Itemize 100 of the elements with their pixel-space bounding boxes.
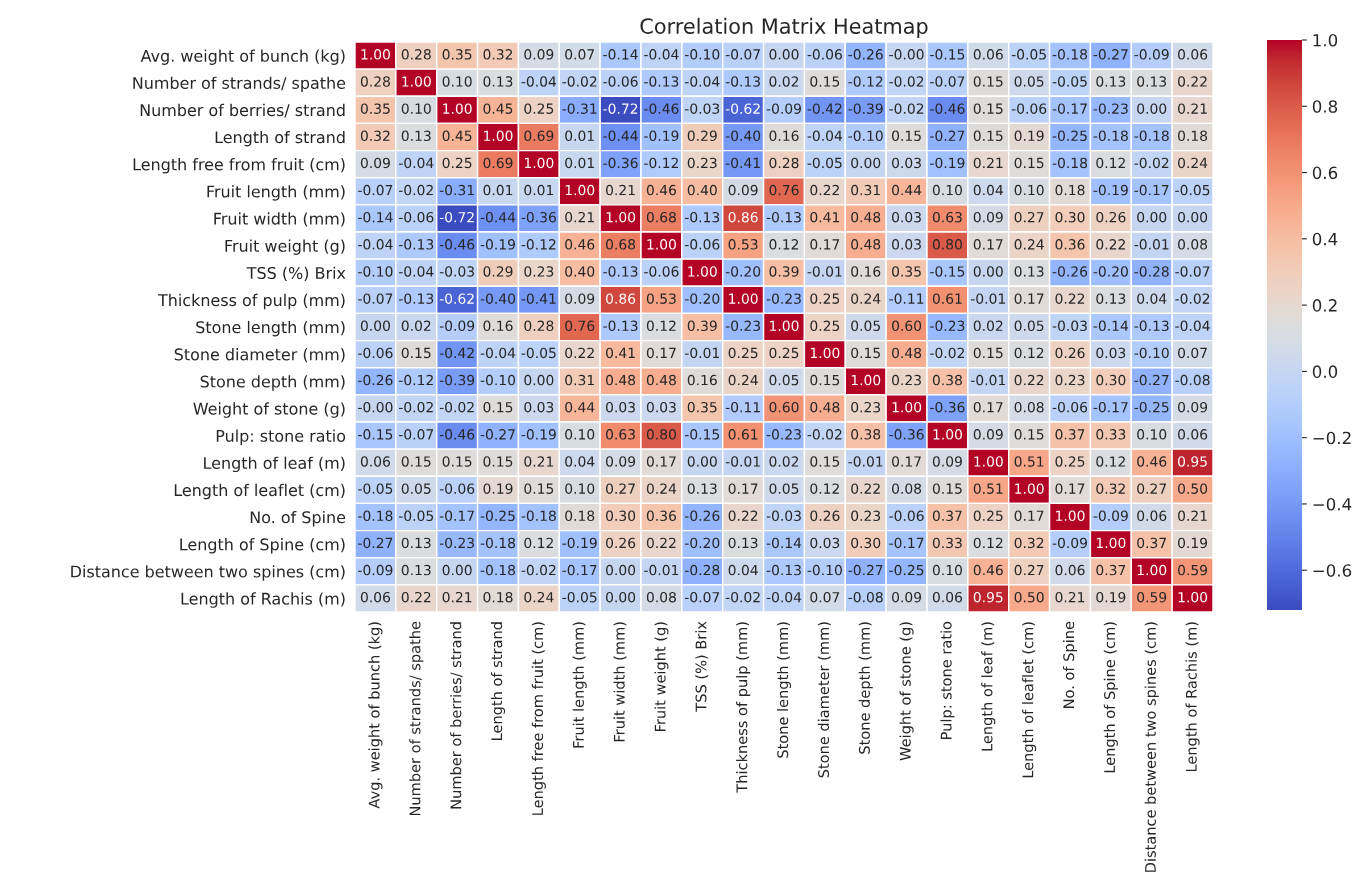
data-label: -0.25 (480, 510, 515, 522)
data-label: -0.07 (930, 76, 965, 87)
data-label: 0.25 (524, 103, 554, 114)
data-label: 0.12 (810, 483, 839, 494)
data-label: -0.18 (358, 510, 393, 522)
data-label: -0.42 (807, 103, 842, 114)
data-label: 0.15 (524, 483, 554, 494)
data-label: 0.09 (973, 211, 1003, 223)
data-label: 0.24 (1178, 157, 1208, 169)
data-label: 0.04 (973, 184, 1003, 196)
data-label: 0.26 (810, 510, 840, 522)
data-label: -0.39 (848, 103, 883, 114)
y-tick-label: Pulp: stone ratio (216, 429, 346, 445)
data-label: 0.44 (892, 184, 922, 196)
data-label: 0.35 (442, 49, 472, 60)
data-label: -0.18 (480, 537, 516, 549)
data-label: -0.17 (889, 537, 924, 549)
data-label: 0.32 (483, 49, 513, 60)
data-label: -0.44 (480, 211, 516, 223)
data-label: 0.03 (606, 401, 635, 413)
y-tick-label: Number of strands/ spathe (133, 76, 346, 93)
data-label: 0.28 (360, 76, 390, 87)
data-label: 0.22 (1055, 293, 1085, 304)
data-label: -0.02 (1175, 293, 1210, 304)
data-label: 0.03 (1096, 347, 1126, 359)
data-label: 0.76 (565, 320, 595, 332)
data-label: 0.08 (892, 483, 922, 494)
data-label: 0.06 (973, 49, 1003, 60)
data-label: -0.23 (725, 320, 760, 332)
data-label: 0.10 (401, 103, 431, 114)
data-label: 0.36 (646, 510, 677, 522)
data-label: 0.15 (401, 347, 431, 359)
data-label: -0.17 (562, 564, 597, 576)
y-tick-label: Number of berries/ strand (140, 103, 345, 118)
data-label: 0.86 (728, 211, 758, 223)
y-tick-label: Stone depth (mm) (200, 375, 345, 391)
data-label: 0.21 (973, 157, 1003, 169)
data-label: 0.22 (565, 347, 594, 359)
data-label: 0.06 (1137, 510, 1167, 522)
data-label: -0.12 (399, 374, 433, 386)
data-label: -0.09 (1052, 537, 1087, 549)
data-label: 0.31 (565, 374, 594, 386)
data-label: 0.06 (360, 591, 391, 603)
data-label: 0.69 (483, 157, 513, 169)
data-label: 0.23 (1055, 374, 1085, 386)
data-label: 0.05 (851, 320, 880, 332)
data-label: 0.05 (401, 483, 431, 494)
data-label: 0.22 (646, 537, 676, 549)
data-label: -0.14 (766, 537, 802, 549)
data-label: 0.45 (483, 103, 513, 114)
data-label: 0.33 (932, 537, 962, 549)
data-label: 1.00 (1178, 591, 1208, 603)
data-label: 0.04 (565, 456, 595, 467)
y-tick-label: Fruit width (mm) (214, 212, 345, 227)
data-label: -0.04 (399, 266, 434, 277)
data-label: 0.04 (1137, 293, 1167, 304)
data-label: 0.25 (810, 320, 840, 332)
data-label: -0.20 (685, 293, 720, 304)
data-label: 0.68 (646, 211, 676, 223)
data-label: 0.02 (769, 456, 799, 467)
data-label: 0.16 (851, 266, 881, 277)
data-label: -0.04 (766, 591, 802, 603)
data-label: 0.59 (1178, 564, 1208, 576)
data-label: 0.03 (892, 157, 921, 169)
data-label: 0.29 (687, 130, 717, 142)
x-tick-label: Distance between two spines (cm) (1144, 622, 1159, 872)
data-label: -0.26 (358, 374, 393, 386)
data-label: 0.07 (565, 49, 594, 60)
data-label: 0.24 (728, 374, 758, 386)
data-label: 0.39 (687, 320, 717, 332)
data-label: -0.06 (889, 510, 924, 522)
data-label: -0.46 (439, 239, 475, 250)
data-label: 0.15 (973, 103, 1003, 114)
data-label: 0.21 (1178, 103, 1207, 114)
data-label: 0.35 (360, 103, 390, 114)
data-label: -0.11 (889, 293, 924, 304)
data-label: 0.01 (565, 130, 594, 142)
data-label: 0.15 (810, 374, 840, 386)
color-bar-label: −0.6 (1313, 564, 1352, 577)
data-label: 0.25 (973, 510, 1003, 522)
data-label: -0.04 (399, 157, 434, 169)
color-bar-label: 1.0 (1313, 33, 1338, 47)
data-label: 0.09 (524, 49, 554, 60)
data-label: 0.03 (646, 401, 676, 413)
data-label: -0.02 (521, 564, 556, 576)
data-label: -0.72 (603, 103, 638, 114)
data-label: -0.01 (725, 456, 760, 467)
data-label: 0.22 (401, 591, 431, 603)
data-label: -0.10 (807, 564, 842, 576)
data-label: 0.27 (1014, 564, 1044, 576)
data-label: -0.17 (1093, 401, 1128, 413)
data-label: 0.17 (892, 456, 921, 467)
data-label: 0.12 (646, 320, 676, 332)
data-label: -0.14 (1093, 320, 1129, 332)
x-tick-label: Stone depth (mm) (858, 622, 873, 754)
data-label: 0.15 (810, 456, 840, 467)
data-label: 0.50 (1014, 591, 1044, 603)
data-label: 0.17 (810, 239, 840, 250)
data-label: -0.26 (685, 510, 720, 522)
data-label: 0.26 (1096, 211, 1126, 223)
